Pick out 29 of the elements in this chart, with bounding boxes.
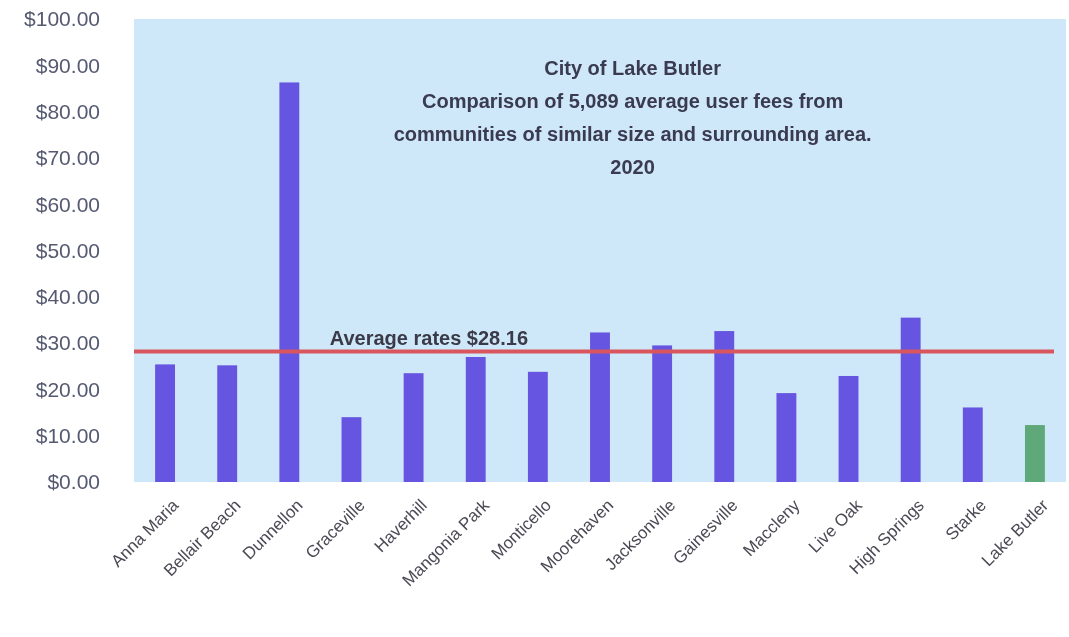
bar [527,371,548,482]
y-tick-label: $70.00 [35,146,100,170]
bar [838,375,859,482]
bar [1024,425,1045,482]
bar [962,407,983,482]
bar [652,345,673,482]
bar [279,82,300,482]
y-tick-label: $60.00 [35,192,100,216]
bar [217,365,238,482]
bar [714,331,735,482]
bar [155,364,176,482]
bar [403,373,424,482]
y-tick-label: $40.00 [35,285,100,309]
text: Comparison of 5,089 average user fees from communities of similar size and surrounding area. 2020 [393,90,872,178]
text: City of Lake Butler [544,57,722,79]
y-tick-label: $80.00 [35,99,100,123]
y-tick-label: $20.00 [35,377,100,401]
y-tick-label: $90.00 [35,53,100,77]
bar [465,356,486,482]
ref-line-label: Average rates $28.16 [329,326,529,349]
y-tick-label: $0.00 [47,470,100,494]
bar [341,417,362,482]
bar [900,317,921,482]
y-tick-label: $30.00 [35,331,100,355]
y-tick-label: $50.00 [35,238,100,262]
y-tick-label: $10.00 [35,424,100,448]
bar [590,332,610,482]
bar [776,393,797,482]
y-tick-label: $100.00 [24,7,100,31]
